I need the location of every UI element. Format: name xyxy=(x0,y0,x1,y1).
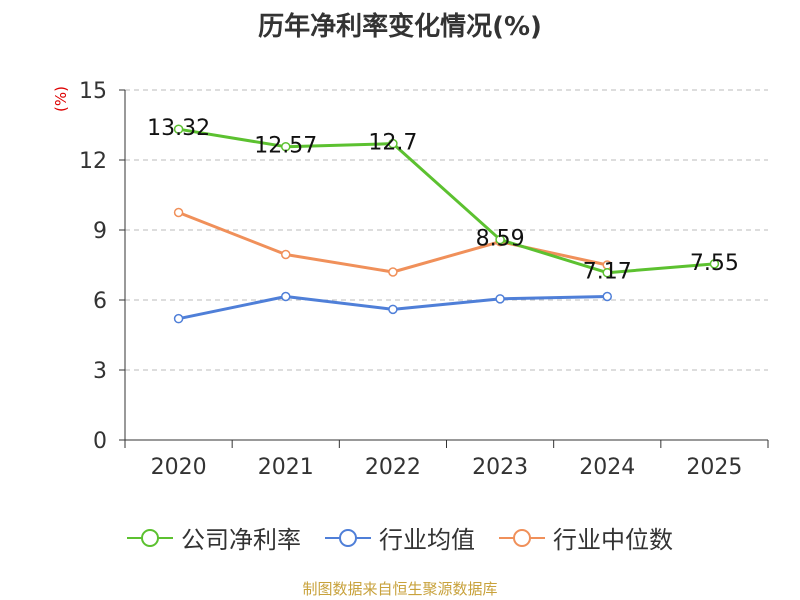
legend-item-industry-average[interactable]: 行业均值 xyxy=(325,520,475,555)
data-point xyxy=(495,234,505,245)
series-line-2 xyxy=(178,211,608,274)
legend-item-company-net-margin[interactable]: 公司净利率 xyxy=(127,520,301,555)
x-tick-label: 2023 xyxy=(472,455,528,480)
data-point xyxy=(173,313,184,324)
y-tick-label: 6 xyxy=(93,289,107,314)
data-point xyxy=(602,291,612,302)
data-labels: 13.32 12.57 12.7 8.59 7.17 7.55 xyxy=(147,116,739,285)
data-label: 7.17 xyxy=(583,260,632,285)
legend-item-industry-median[interactable]: 行业中位数 xyxy=(499,520,673,555)
axes: 0 3 6 9 12 15 2020 2021 2022 2023 2024 2025 xyxy=(79,79,769,480)
x-tick-label: 2022 xyxy=(365,455,421,480)
legend-marker-green-icon xyxy=(127,528,173,547)
data-point xyxy=(388,267,398,277)
data-label: 12.57 xyxy=(254,134,317,159)
data-point xyxy=(709,259,720,269)
y-tick-label: 15 xyxy=(79,79,107,104)
data-point xyxy=(388,304,398,315)
y-tick-label: 12 xyxy=(79,149,107,174)
x-tick-label: 2021 xyxy=(258,455,314,480)
data-point xyxy=(388,138,398,149)
data-label: 12.7 xyxy=(368,131,417,156)
data-label: 8.59 xyxy=(476,227,525,252)
y-tick-label: 9 xyxy=(93,219,107,244)
legend-marker-orange-icon xyxy=(499,528,545,547)
data-point xyxy=(173,124,184,134)
data-point xyxy=(281,141,291,152)
data-label: 13.32 xyxy=(147,116,210,141)
data-source-note: 制图数据来自恒生聚源数据库 xyxy=(302,580,498,598)
data-point xyxy=(281,249,291,260)
legend-label: 行业均值 xyxy=(379,526,475,554)
y-tick-label: 3 xyxy=(93,359,107,384)
legend-marker-blue-icon xyxy=(325,528,371,547)
legend: 公司净利率 行业均值 行业中位数 xyxy=(0,520,800,555)
x-tick-label: 2025 xyxy=(686,455,742,480)
data-label: 7.55 xyxy=(690,251,739,276)
legend-label: 公司净利率 xyxy=(181,526,301,554)
data-point xyxy=(281,291,291,302)
y-tick-label: 0 xyxy=(93,429,107,454)
series-line-0 xyxy=(178,127,715,275)
chart-title: 历年净利率变化情况(%) xyxy=(258,12,542,42)
data-point xyxy=(173,207,184,218)
data-point xyxy=(602,267,612,278)
x-tick-label: 2024 xyxy=(579,455,635,480)
grid-lines xyxy=(125,89,768,371)
legend-label: 行业中位数 xyxy=(553,526,673,554)
x-tick-label: 2020 xyxy=(151,455,207,480)
data-point xyxy=(495,294,505,304)
series-lines xyxy=(173,124,720,324)
